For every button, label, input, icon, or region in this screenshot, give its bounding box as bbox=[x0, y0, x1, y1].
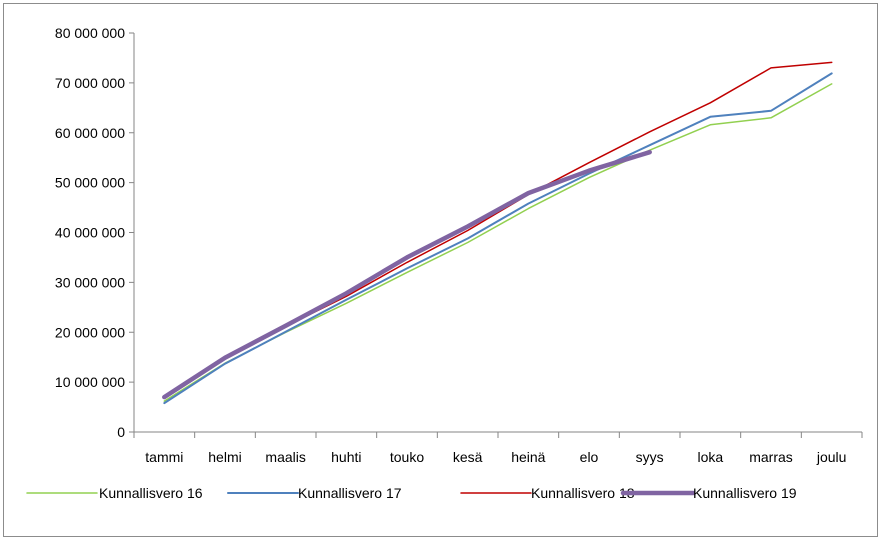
x-tick-label: joulu bbox=[816, 449, 847, 465]
y-tick-label: 70 000 000 bbox=[55, 75, 125, 91]
y-tick-label: 0 bbox=[117, 424, 125, 440]
x-tick-label: heinä bbox=[511, 449, 545, 465]
x-tick-label: tammi bbox=[145, 449, 183, 465]
legend-item-2: Kunnallisvero 17 bbox=[227, 485, 402, 501]
x-tick-label: touko bbox=[390, 449, 424, 465]
y-tick-label: 20 000 000 bbox=[55, 324, 125, 340]
x-tick-label: huhti bbox=[331, 449, 361, 465]
legend-label: Kunnallisvero 17 bbox=[298, 485, 402, 501]
y-tick-label: 60 000 000 bbox=[55, 125, 125, 141]
legend-item-4: Kunnallisvero 19 bbox=[620, 485, 797, 501]
legend-item-1: Kunnallisvero 16 bbox=[26, 485, 203, 501]
x-axis: tammi helmi maalis huhti touko kesä heinä elo sy… bbox=[133, 431, 863, 465]
series-line-4 bbox=[162, 149, 652, 400]
legend: Kunnallisvero 16 Kunnallisvero 17 Kunnalli… bbox=[26, 485, 797, 501]
chart-frame bbox=[3, 3, 878, 537]
y-tick-label: 10 000 000 bbox=[55, 374, 125, 390]
x-tick-label: maalis bbox=[265, 449, 305, 465]
y-tick-label: 80 000 000 bbox=[55, 25, 125, 41]
legend-label: Kunnallisvero 16 bbox=[99, 485, 203, 501]
y-tick-label: 40 000 000 bbox=[55, 225, 125, 241]
legend-label: Kunnallisvero 19 bbox=[693, 485, 797, 501]
series-lines bbox=[162, 61, 833, 405]
series-line-2 bbox=[163, 72, 833, 405]
series-line-1 bbox=[163, 83, 833, 402]
y-tick-label: 30 000 000 bbox=[55, 274, 125, 290]
legend-item-3: Kunnallisvero 18 bbox=[460, 485, 635, 501]
x-tick-label: loka bbox=[697, 449, 723, 465]
series-line-3 bbox=[163, 61, 833, 398]
y-tick-label: 50 000 000 bbox=[55, 175, 125, 191]
x-tick-label: syys bbox=[636, 449, 664, 465]
x-tick-label: kesä bbox=[453, 449, 483, 465]
y-axis: 0 10 000 000 20 000 000 30 000 000 40 000 00… bbox=[55, 25, 135, 440]
x-tick-label: helmi bbox=[208, 449, 241, 465]
x-tick-label: marras bbox=[749, 449, 793, 465]
legend-label: Kunnallisvero 18 bbox=[531, 485, 635, 501]
x-tick-label: elo bbox=[580, 449, 599, 465]
